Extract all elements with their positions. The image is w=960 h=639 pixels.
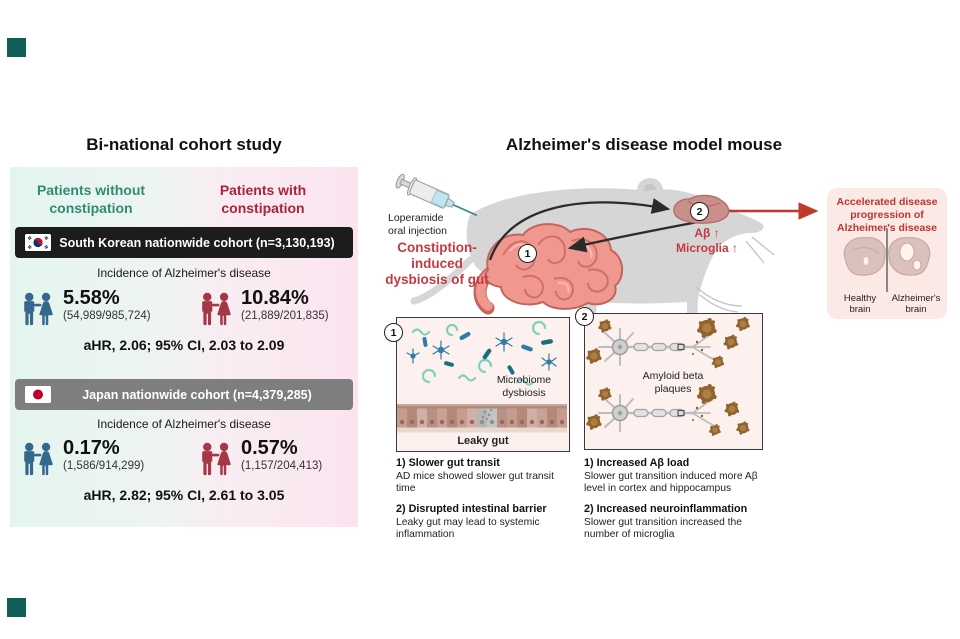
- finding-head: 1) Increased Aβ load: [584, 457, 690, 469]
- left-section-title: Bi-national cohort study: [86, 135, 282, 154]
- epithelium-illustration: [397, 404, 567, 433]
- outcome-title: Accelerated disease progression of Alzhe…: [836, 196, 938, 235]
- corner-mark-bottom: [7, 598, 26, 617]
- japan-without-frac: (1,586/914,299): [63, 460, 145, 472]
- couple-icon-red: [198, 290, 235, 330]
- japan-cohort-bar: Japan nationwide cohort (n=4,379,285): [15, 379, 353, 410]
- finding-body: Slower gut transition induced more Aβ le…: [584, 470, 758, 494]
- japan-ahr: aHR, 2.82; 95% CI, 2.61 to 3.05: [83, 487, 285, 503]
- amyloid-plaques-label: Amyloid beta plaques: [642, 370, 704, 395]
- finding-body: AD mice showed slower gut transit time: [396, 470, 554, 494]
- cohort-panel: Patients without constipation Patients w…: [10, 167, 358, 527]
- korea-without-pct: 5.58%: [63, 287, 120, 309]
- gut-dysbiosis-label: Constiption-induced dysbiosis of gut: [385, 240, 489, 288]
- japan-without-pct: 0.17%: [63, 437, 120, 459]
- syringe-label: Loperamide oral injection: [388, 212, 447, 237]
- findings-gut: 1) Slower gut transit AD mice showed slo…: [396, 457, 574, 549]
- step-badge-1: 1: [518, 244, 537, 263]
- korea-with-frac: (21,889/201,835): [241, 310, 329, 322]
- gut-illustration: [473, 223, 623, 315]
- brain-marker-label: Aβ ↑ Microglia ↑: [675, 226, 738, 255]
- healthy-brain-label: Healthy brain: [843, 293, 877, 315]
- couple-icon-blue: [20, 440, 57, 480]
- syringe-icon: [395, 173, 478, 217]
- japan-with-pct: 0.57%: [241, 437, 298, 459]
- korea-cohort-label: South Korean nationwide cohort (n=3,130,…: [59, 235, 335, 250]
- neurons-illustration: [586, 316, 750, 436]
- findings-brain: 1) Increased Aβ load Slower gut transiti…: [584, 457, 776, 549]
- group-header-with-constipation: Patients with constipation: [219, 182, 307, 217]
- microbiome-dysbiosis-label: Microbiome dysbiosis: [496, 374, 552, 399]
- korea-ahr: aHR, 2.06; 95% CI, 2.03 to 2.09: [83, 337, 285, 353]
- pathway-arrows: [488, 198, 819, 261]
- finding-head: 2) Disrupted intestinal barrier: [396, 503, 547, 516]
- finding-head: 2) Increased neuroinflammation: [584, 503, 748, 516]
- korea-cohort-bar: South Korean nationwide cohort (n=3,130,…: [15, 227, 353, 258]
- leaky-gut-label: Leaky gut: [457, 434, 509, 447]
- korea-without-frac: (54,989/985,724): [63, 310, 151, 322]
- outcome-card: Accelerated disease progression of Alzhe…: [827, 188, 947, 319]
- couple-icon-blue: [20, 290, 57, 330]
- right-section-title: Alzheimer's disease model mouse: [505, 135, 783, 154]
- detail-box-brain: Amyloid beta plaques: [584, 313, 763, 450]
- arrow-gut-to-brain: [488, 198, 671, 261]
- japan-incidence-label: Incidence of Alzheimer's disease: [97, 417, 271, 431]
- step-badge-2: 2: [690, 202, 709, 221]
- stat-korea-with-constipation: 10.84% (21,889/201,835): [198, 288, 329, 330]
- arrow-brain-to-gut: [567, 220, 699, 253]
- japan-flag-icon: [25, 386, 51, 403]
- corner-mark-top: [7, 38, 26, 57]
- finding-body: Slower gut transition increased the numb…: [584, 516, 742, 540]
- brain-comparison-illustration: [843, 228, 931, 292]
- detail-box-gut-badge: 1: [384, 323, 403, 342]
- couple-icon-red: [198, 440, 235, 480]
- group-header-without-constipation: Patients without constipation: [36, 182, 146, 217]
- detail-box-gut: Microbiome dysbiosis: [396, 317, 570, 452]
- stat-japan-with-constipation: 0.57% (1,157/204,413): [198, 438, 322, 480]
- whiskers: [695, 236, 775, 313]
- japan-with-frac: (1,157/204,413): [241, 460, 323, 472]
- stat-japan-without-constipation: 0.17% (1,586/914,299): [20, 438, 144, 480]
- stat-korea-without-constipation: 5.58% (54,989/985,724): [20, 288, 151, 330]
- bacteria-illustration: [406, 320, 557, 386]
- finding-head: 1) Slower gut transit: [396, 457, 500, 469]
- south-korea-flag-icon: [25, 234, 51, 251]
- alzheimers-brain-label: Alzheimer's brain: [891, 293, 941, 315]
- japan-cohort-label: Japan nationwide cohort (n=4,379,285): [82, 387, 312, 402]
- korea-with-pct: 10.84%: [241, 287, 309, 309]
- korea-incidence-label: Incidence of Alzheimer's disease: [97, 266, 271, 280]
- finding-body: Leaky gut may lead to systemic inflammat…: [396, 516, 540, 540]
- detail-box-brain-badge: 2: [575, 307, 594, 326]
